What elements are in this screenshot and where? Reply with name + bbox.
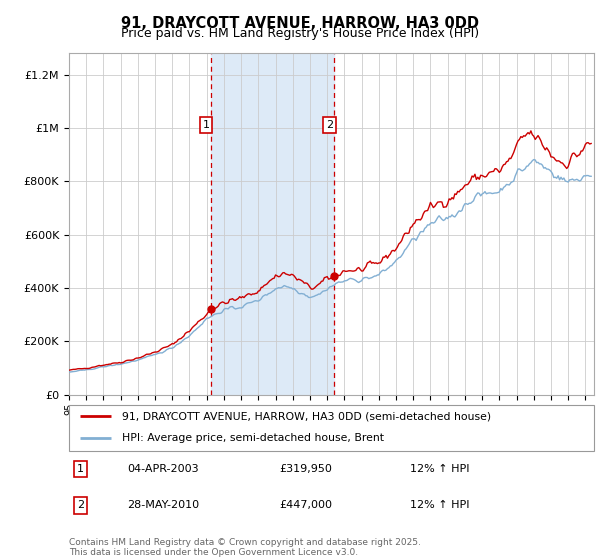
Text: Price paid vs. HM Land Registry's House Price Index (HPI): Price paid vs. HM Land Registry's House … [121, 27, 479, 40]
Text: 1: 1 [77, 464, 84, 474]
FancyBboxPatch shape [69, 405, 594, 451]
Bar [211, 53, 334, 395]
Text: 91, DRAYCOTT AVENUE, HARROW, HA3 0DD: 91, DRAYCOTT AVENUE, HARROW, HA3 0DD [121, 16, 479, 31]
Text: 12% ↑ HPI: 12% ↑ HPI [410, 501, 470, 510]
Text: 12% ↑ HPI: 12% ↑ HPI [410, 464, 470, 474]
Text: 04-APR-2003: 04-APR-2003 [127, 464, 199, 474]
Text: 2: 2 [77, 501, 84, 510]
Text: 2: 2 [326, 120, 333, 130]
Text: 28-MAY-2010: 28-MAY-2010 [127, 501, 199, 510]
Text: 91, DRAYCOTT AVENUE, HARROW, HA3 0DD (semi-detached house): 91, DRAYCOTT AVENUE, HARROW, HA3 0DD (se… [121, 412, 491, 421]
Text: £319,950: £319,950 [279, 464, 332, 474]
Text: 1: 1 [203, 120, 209, 130]
Text: HPI: Average price, semi-detached house, Brent: HPI: Average price, semi-detached house,… [121, 433, 383, 443]
Text: £447,000: £447,000 [279, 501, 332, 510]
Text: Contains HM Land Registry data © Crown copyright and database right 2025.
This d: Contains HM Land Registry data © Crown c… [69, 538, 421, 557]
